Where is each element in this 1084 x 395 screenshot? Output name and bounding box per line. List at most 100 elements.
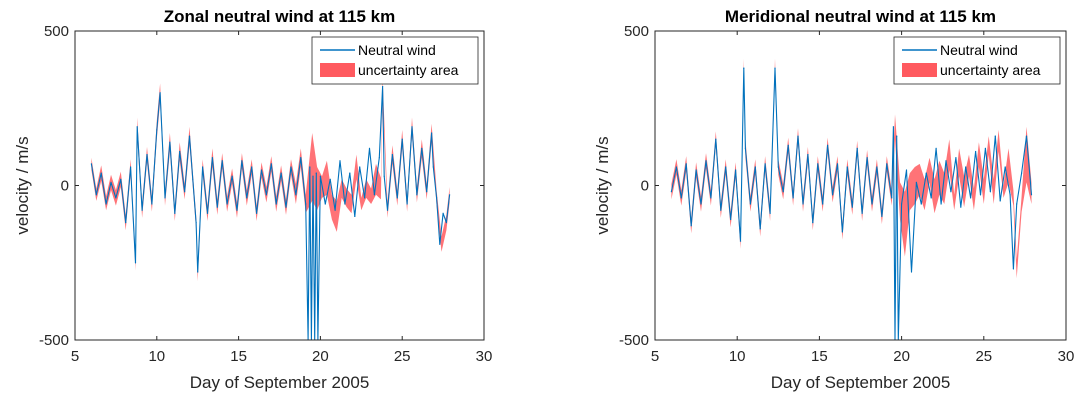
data-point (349, 172, 351, 174)
data-point (141, 209, 143, 211)
y-tick-label: -500 (619, 332, 649, 349)
uncertainty-area (91, 77, 450, 282)
data-point (431, 132, 433, 134)
data-point (179, 150, 181, 153)
data-point (886, 163, 888, 165)
x-tick-label: 5 (651, 348, 659, 365)
data-point (720, 209, 722, 211)
x-tick-label: 30 (1058, 348, 1075, 365)
data-point (846, 166, 848, 168)
data-point (925, 172, 927, 174)
data-point (739, 240, 742, 242)
data-point (769, 212, 771, 214)
data-point (1012, 268, 1015, 270)
data-point (134, 262, 137, 264)
data-point (309, 166, 311, 168)
data-point (979, 194, 982, 196)
data-point (260, 169, 263, 171)
x-axis-label: Day of September 2005 (771, 373, 951, 392)
data-point (955, 157, 957, 159)
data-point (378, 157, 380, 159)
data-point (391, 154, 393, 156)
data-point (449, 194, 451, 196)
data-point (359, 166, 361, 168)
data-point (827, 144, 829, 146)
data-point (329, 178, 331, 180)
data-point (700, 203, 702, 205)
data-point (675, 166, 678, 168)
data-point (100, 172, 102, 174)
data-point (241, 160, 243, 162)
data-point (169, 141, 171, 143)
data-point (90, 163, 92, 165)
data-point (164, 197, 166, 199)
data-point (871, 203, 873, 205)
data-point (792, 197, 794, 199)
data-point (905, 169, 908, 171)
data-point (695, 169, 697, 171)
data-point (156, 129, 158, 131)
data-point (125, 222, 127, 224)
chart-title: Zonal neutral wind at 115 km (164, 7, 395, 26)
legend-label-uncertainty: uncertainty area (940, 62, 1041, 78)
data-point (364, 197, 366, 199)
data-point (416, 194, 418, 196)
data-point (421, 147, 423, 149)
data-point (1009, 194, 1011, 196)
data-point (960, 206, 962, 208)
data-point (319, 175, 321, 177)
data-point (735, 169, 737, 171)
data-point (130, 166, 132, 168)
data-point (426, 191, 428, 193)
data-point (334, 209, 336, 211)
data-point (861, 212, 863, 214)
x-tick-label: 10 (148, 348, 165, 365)
data-point (1030, 194, 1033, 196)
data-point (715, 138, 717, 140)
data-point (315, 172, 317, 174)
y-tick-label: 0 (61, 178, 69, 195)
data-point (670, 191, 673, 193)
data-point (159, 92, 161, 94)
data-point (1016, 203, 1018, 205)
data-point (305, 203, 307, 205)
data-point (797, 135, 799, 137)
data-point (265, 194, 267, 196)
x-tick-label: 5 (71, 348, 79, 365)
x-tick-label: 20 (312, 348, 329, 365)
data-point (216, 206, 218, 208)
data-point (439, 243, 441, 245)
data-point (221, 160, 223, 162)
data-point (856, 147, 858, 149)
data-point (822, 203, 824, 205)
uncertainty-area (671, 58, 1032, 279)
data-point (710, 197, 712, 199)
data-point (184, 191, 186, 193)
data-point (290, 166, 292, 168)
data-point (759, 228, 761, 230)
x-axis-label: Day of September 2005 (190, 373, 370, 392)
data-point (151, 203, 153, 205)
legend-label-uncertainty: uncertainty area (358, 62, 459, 78)
legend-area-swatch (902, 63, 937, 77)
x-tick-label: 30 (476, 348, 493, 365)
data-point (910, 271, 913, 273)
data-point (195, 222, 197, 224)
data-point (764, 163, 766, 165)
legend-box (311, 36, 479, 85)
data-point (690, 225, 692, 227)
data-point (680, 197, 682, 199)
data-point (383, 175, 385, 177)
data-point (197, 271, 199, 273)
data-point (725, 166, 727, 168)
data-point (386, 209, 389, 211)
data-point (812, 222, 814, 224)
data-point (836, 163, 839, 165)
data-point (841, 231, 844, 233)
legend-area-swatch (320, 63, 355, 77)
chart-panel-2: 5 10 15 20 25 30 -500 0 500 Meridional neutral wi… (593, 7, 1074, 392)
data-point (774, 67, 776, 69)
data-point (749, 203, 752, 205)
data-point (382, 86, 384, 88)
